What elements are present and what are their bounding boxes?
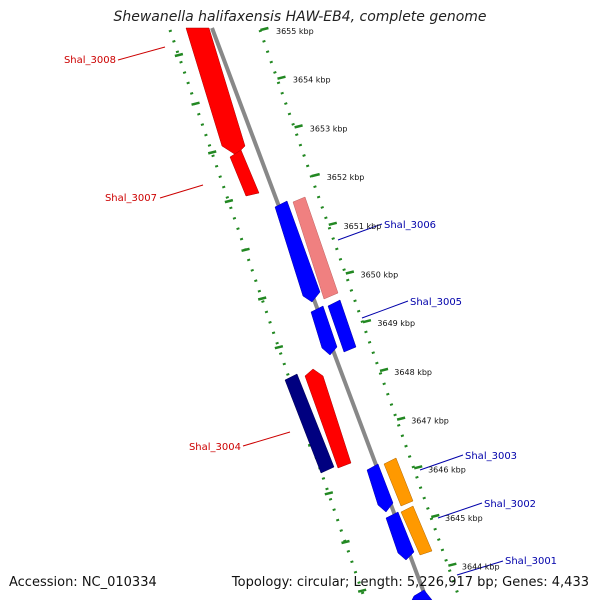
kbp-tick-label: 3654 kbp xyxy=(293,76,331,85)
gene-shal-3002-arrow[interactable] xyxy=(385,511,415,561)
kbp-tick-label: 3645 kbp xyxy=(445,514,483,523)
gene-label-shal-3004[interactable]: Shal_3004 xyxy=(189,442,241,453)
major-tick-right xyxy=(448,562,457,567)
gene-label-shal-3008[interactable]: Shal_3008 xyxy=(64,55,116,66)
major-tick-right xyxy=(362,318,372,324)
gene-shal-3002-orange[interactable] xyxy=(400,505,433,556)
gene-shal-3007-arrow[interactable] xyxy=(229,149,260,197)
leader-shal-3007 xyxy=(159,184,204,199)
major-tick-left xyxy=(207,150,217,155)
summary-label: Topology: circular; Length: 5,226,917 bp… xyxy=(231,575,589,590)
gene-shal-3006-light-arrow[interactable] xyxy=(292,196,339,300)
gene-shal-3006-arrow[interactable] xyxy=(274,200,321,303)
major-tick-right xyxy=(311,172,320,178)
major-tick-right xyxy=(413,465,423,470)
tick-ring-left xyxy=(168,29,367,600)
major-tick-left xyxy=(341,539,350,545)
accession-label: Accession: NC_010334 xyxy=(9,575,157,590)
kbp-tick-label: 3651 kbp xyxy=(344,222,382,231)
leader-shal-3008 xyxy=(117,46,166,61)
leader-shal-3003 xyxy=(419,454,464,471)
gene-shal-3004-arrow[interactable] xyxy=(304,368,352,469)
gene-shal-3004-dark-arrow[interactable] xyxy=(284,373,335,474)
map-title: Shewanella halifaxensis HAW-EB4, complet… xyxy=(113,9,487,25)
major-tick-left xyxy=(357,588,367,593)
gene-label-shal-3005[interactable]: Shal_3005 xyxy=(410,297,462,308)
kbp-tick-label: 3648 kbp xyxy=(394,368,432,377)
gene-shal-3005a-arrow[interactable] xyxy=(310,305,338,356)
major-tick-right xyxy=(379,367,389,373)
kbp-tick-label: 3647 kbp xyxy=(411,417,449,426)
major-tick-left xyxy=(257,296,267,301)
kbp-labels: 3655 kbp 3654 kbp 3653 kbp 3652 kbp 3651 kbp… xyxy=(276,27,500,572)
gene-label-shal-3007[interactable]: Shal_3007 xyxy=(105,193,157,204)
kbp-tick-label: 3650 kbp xyxy=(361,271,399,280)
gene-shal-3003-orange[interactable] xyxy=(383,457,414,507)
major-tick-left xyxy=(274,344,284,350)
major-tick-left xyxy=(324,491,334,496)
gene-label-shal-3006[interactable]: Shal_3006 xyxy=(384,220,436,231)
kbp-tick-label: 3655 kbp xyxy=(276,27,314,36)
gene-label-shal-3002[interactable]: Shal_3002 xyxy=(484,499,536,510)
kbp-tick-label: 3652 kbp xyxy=(327,173,365,182)
kbp-tick-label: 3653 kbp xyxy=(310,124,348,133)
major-tick-left xyxy=(174,52,184,58)
major-tick-right xyxy=(430,513,440,519)
leader-shal-3004 xyxy=(242,431,291,447)
kbp-tick-label: 3649 kbp xyxy=(377,319,415,328)
gene-shal-3003-arrow[interactable] xyxy=(366,463,394,513)
major-tick-left xyxy=(224,198,234,204)
gene-label-shal-3003[interactable]: Shal_3003 xyxy=(465,451,517,462)
major-tick-right xyxy=(396,416,406,421)
leader-shal-3002 xyxy=(437,502,483,519)
major-tick-left xyxy=(191,101,200,106)
kbp-tick-label: 3644 kbp xyxy=(462,563,500,572)
gene-label-shal-3001[interactable]: Shal_3001 xyxy=(505,556,557,567)
major-tick-right xyxy=(260,26,269,32)
major-tick-right xyxy=(328,221,338,227)
tick-ring-right xyxy=(258,29,462,600)
major-tick-left xyxy=(241,247,250,253)
leader-shal-3001 xyxy=(456,560,504,576)
major-tick-right xyxy=(277,75,286,80)
major-tick-right xyxy=(345,270,355,275)
leader-shal-3005 xyxy=(361,300,409,319)
leader-shal-3006 xyxy=(337,223,383,241)
gene-shal-3001-arrow[interactable] xyxy=(411,589,433,600)
gene-shal-3005b-arrow[interactable] xyxy=(327,299,357,353)
kbp-tick-label: 3646 kbp xyxy=(428,465,466,474)
major-tick-right xyxy=(294,124,303,129)
